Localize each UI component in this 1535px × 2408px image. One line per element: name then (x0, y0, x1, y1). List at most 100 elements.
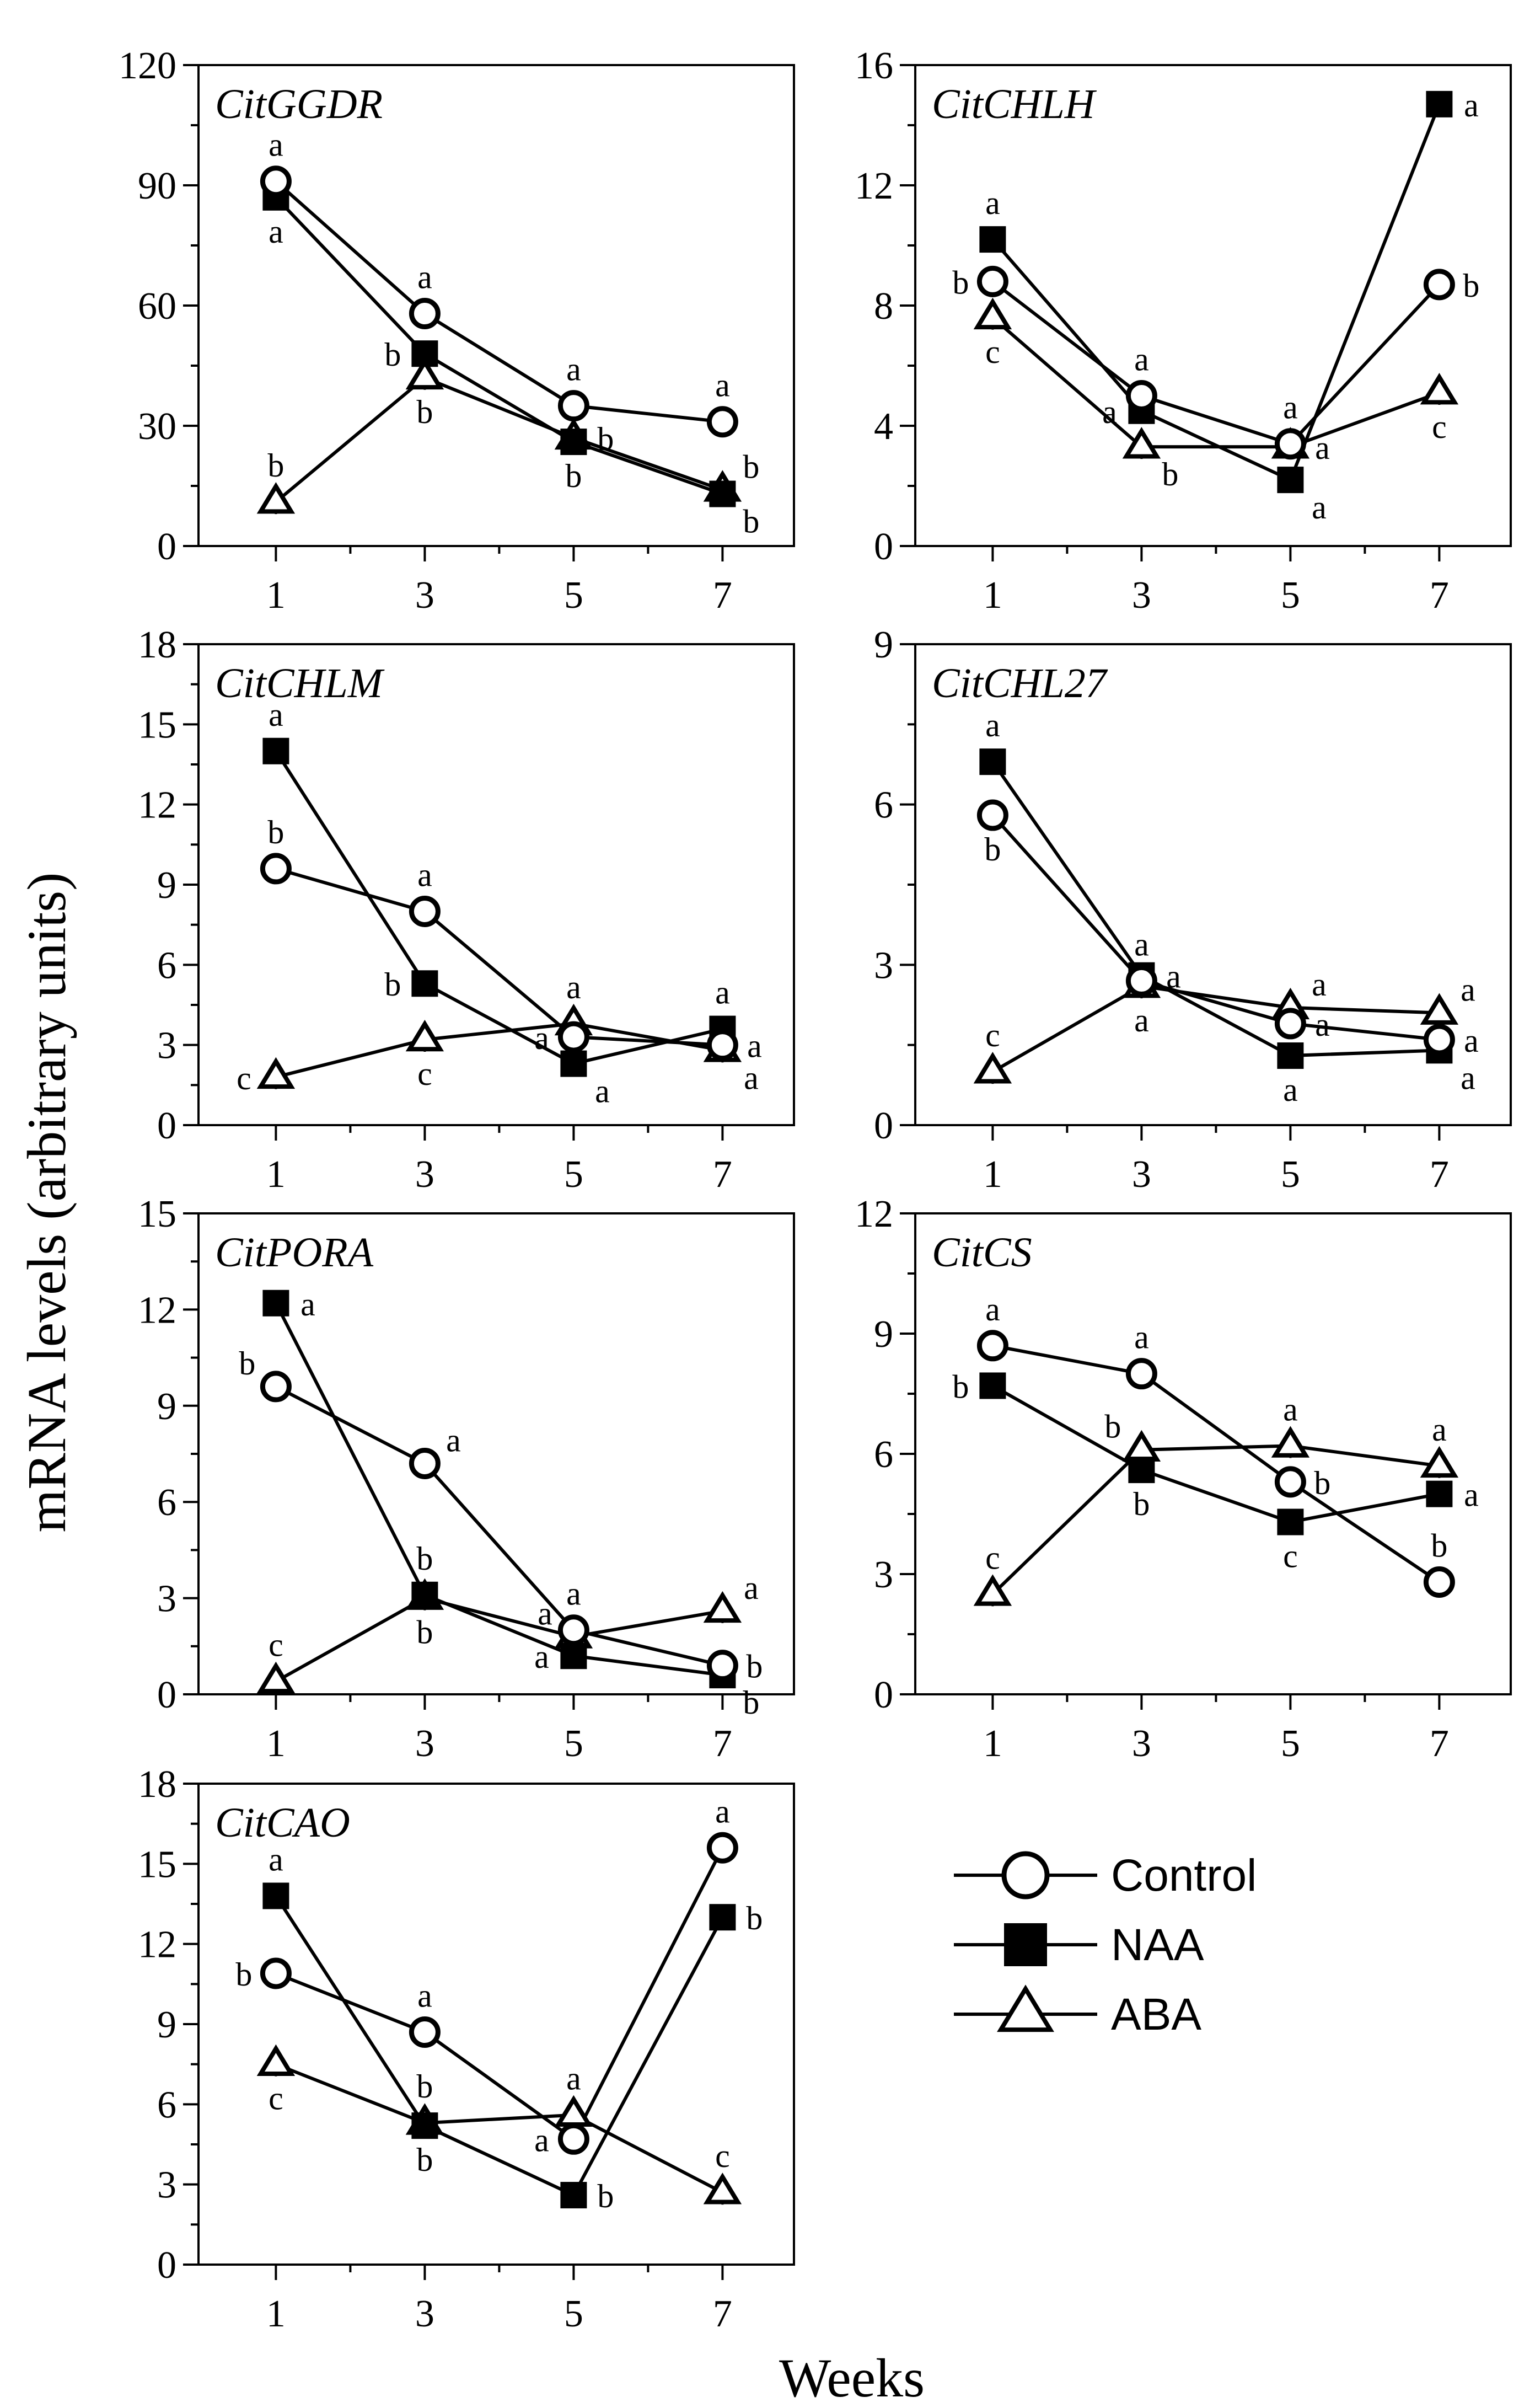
significance-letter: a (744, 1059, 759, 1096)
significance-letter: b (952, 264, 969, 301)
significance-letter: a (1283, 1072, 1298, 1108)
y-tick-label: 12 (138, 784, 176, 827)
point-naa (709, 1904, 736, 1931)
point-aba (1420, 1446, 1459, 1478)
point-aba (703, 1591, 742, 1623)
series-line-control (991, 280, 1441, 446)
point-naa (1426, 1480, 1453, 1507)
point-naa (560, 1642, 587, 1669)
y-tick-label: 3 (157, 1578, 176, 1620)
significance-letter: c (1432, 409, 1447, 445)
significance-letter: a (417, 1978, 432, 2014)
point-control (409, 298, 441, 330)
point-control (260, 853, 292, 885)
y-tick-label: 4 (874, 405, 893, 448)
series-line-aba (275, 1021, 723, 1079)
point-naa (560, 1050, 587, 1077)
point-control (706, 1832, 738, 1864)
y-tick-label: 12 (138, 1289, 176, 1331)
y-tick-label: 3 (874, 944, 893, 987)
panel-title: CitCHLH (932, 81, 1097, 127)
y-tick-label: 9 (157, 1385, 176, 1428)
significance-letter: c (417, 1056, 432, 1092)
point-control (976, 1330, 1008, 1362)
point-control (1274, 1466, 1306, 1498)
point-control (1125, 380, 1157, 411)
significance-letter: b (416, 2068, 433, 2105)
significance-letter: a (417, 857, 432, 893)
panel-title: CitPORA (215, 1229, 374, 1276)
significance-letter: a (566, 969, 581, 1005)
significance-letter: a (1464, 87, 1479, 124)
point-control (976, 265, 1008, 297)
y-tick-label: 9 (157, 864, 176, 907)
panel-title: CitCHL27 (932, 660, 1108, 707)
point-naa (411, 970, 438, 997)
significance-letter: a (534, 1020, 549, 1056)
y-tick-label: 0 (874, 526, 893, 568)
x-tick-label: 3 (415, 2293, 434, 2335)
point-naa (1277, 467, 1304, 494)
point-naa (262, 1289, 289, 1317)
point-naa (560, 2182, 587, 2209)
significance-letter: c (269, 2080, 283, 2117)
series-line-aba (275, 376, 723, 504)
x-axis-title: Weeks (779, 2347, 925, 2408)
significance-letter: c (985, 334, 1000, 370)
y-tick-label: 15 (138, 1193, 176, 1235)
point-naa (1426, 90, 1453, 117)
significance-letter: b (416, 2142, 433, 2178)
significance-letter: b (416, 1614, 433, 1651)
point-naa (979, 226, 1006, 253)
significance-letter: b (384, 336, 401, 373)
significance-letter: b (746, 1649, 763, 1685)
x-tick-label: 1 (266, 1153, 286, 1196)
y-tick-label: 9 (157, 2004, 176, 2046)
x-tick-label: 1 (983, 1153, 1002, 1196)
y-tick-label: 12 (855, 165, 893, 207)
point-aba (1420, 373, 1459, 405)
significance-letter: a (1134, 1319, 1149, 1356)
point-naa (1277, 1508, 1304, 1535)
significance-letter: b (1431, 1528, 1447, 1564)
y-tick-label: 15 (138, 704, 176, 746)
y-tick-label: 30 (138, 405, 176, 448)
significance-letter: a (1315, 430, 1330, 466)
significance-letter: a (534, 2122, 549, 2158)
y-tick-label: 6 (157, 1481, 176, 1524)
legend-marker-naa (1004, 1923, 1047, 1966)
x-tick-label: 5 (564, 574, 583, 617)
y-tick-label: 6 (874, 1433, 893, 1476)
significance-letter: a (744, 1570, 759, 1606)
significance-letter: b (1314, 1465, 1330, 1501)
y-tick-label: 6 (157, 944, 176, 987)
point-aba (256, 2044, 296, 2076)
x-tick-label: 1 (266, 2293, 286, 2335)
significance-letter: a (1464, 1023, 1479, 1059)
point-aba (703, 2172, 742, 2204)
y-tick-label: 16 (855, 45, 893, 87)
x-tick-label: 3 (1132, 1153, 1151, 1196)
y-tick-label: 12 (855, 1193, 893, 1235)
series-line-aba (275, 1596, 723, 1683)
point-aba (405, 1019, 444, 1052)
y-tick-label: 15 (138, 1843, 176, 1886)
y-tick-label: 18 (138, 624, 176, 666)
point-control (260, 1957, 292, 1989)
point-aba (1122, 427, 1161, 459)
x-tick-label: 7 (713, 1722, 732, 1765)
significance-letter: a (269, 213, 283, 250)
significance-letter: b (746, 1900, 763, 1936)
significance-letter: b (597, 2178, 614, 2214)
point-control (1423, 1566, 1455, 1598)
significance-letter: a (1461, 972, 1475, 1008)
significance-letter: a (269, 697, 283, 733)
y-tick-label: 120 (119, 45, 176, 87)
significance-letter: c (237, 1060, 251, 1096)
significance-letter: a (985, 707, 1000, 743)
x-tick-label: 5 (1281, 1722, 1300, 1765)
point-control (260, 165, 292, 197)
